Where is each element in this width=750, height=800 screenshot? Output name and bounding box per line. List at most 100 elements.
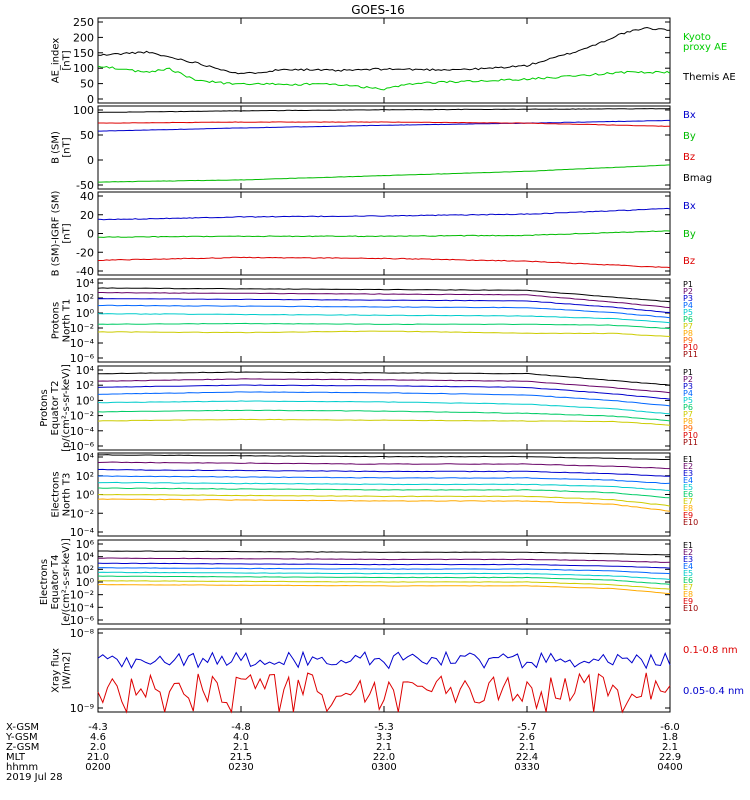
y-tick-label: -50 (76, 179, 94, 192)
series-group (97, 207, 671, 269)
y-tick-label: 100 (73, 62, 94, 75)
x-row-label: Y-GSM (5, 732, 38, 743)
y-tick-label: 50 (80, 129, 94, 142)
legend-e7: E7 (683, 497, 693, 506)
x-tick-zgsm: 2.1 (519, 742, 535, 753)
y-tick-label: 200 (73, 31, 94, 44)
legend-p4: P4 (683, 301, 693, 310)
y-tick-label: 10⁻² (70, 322, 94, 335)
y-axis-label: Protons (39, 389, 50, 426)
series-p4 (97, 391, 671, 407)
y-tick-label: 0 (87, 93, 94, 106)
y-axis-label: [e/(cm²-s-sr-keV)] (61, 538, 72, 626)
legend-p3: P3 (683, 382, 693, 391)
x-row-label: 2019 Jul 28 (6, 772, 63, 783)
legend-bz: Bz (683, 256, 695, 267)
x-row-label: MLT (6, 752, 26, 763)
series-xray-short (97, 650, 671, 670)
legend-p2: P2 (683, 375, 693, 384)
legend-p6: P6 (683, 403, 693, 412)
series-p7 (97, 418, 671, 426)
legend-e10: E10 (683, 518, 698, 527)
x-tick-xgsm: -5.3 (374, 722, 394, 733)
legend-e1: E1 (683, 455, 693, 464)
legend-by: By (683, 229, 696, 240)
legend-p11: P11 (683, 438, 698, 447)
y-tick-label: 10⁻² (70, 410, 94, 423)
y-axis-label: AE_index (51, 38, 62, 84)
legend-e5: E5 (683, 483, 693, 492)
series-group (97, 550, 671, 595)
y-axis-label: North T3 (62, 473, 73, 517)
y-tick-label: 10⁴ (76, 451, 95, 464)
legend-p1: P1 (683, 280, 693, 289)
x-tick-xgsm: -5.7 (517, 722, 537, 733)
x-tick-ygsm: 1.8 (662, 732, 678, 743)
y-tick-label: 10⁶ (76, 538, 95, 551)
y-tick-label: 10⁻² (70, 507, 94, 520)
x-tick-hhmm: 0330 (514, 762, 539, 773)
series-p2 (98, 291, 671, 309)
y-tick-label: 50 (80, 78, 94, 91)
x-tick-hhmm: 0300 (371, 762, 396, 773)
legend-p10: P10 (683, 343, 698, 352)
x-tick-mlt: 22.4 (516, 752, 538, 763)
series-e6 (97, 487, 671, 499)
panel-3: 40 20 0 -20 -40 B (SM)-IGRF (SM) [nT] Bx By Bz (51, 190, 696, 278)
series-group (98, 108, 671, 183)
series-by (98, 230, 671, 238)
legend-bx: Bx (683, 110, 696, 121)
series-themis-ae (97, 26, 671, 75)
legend-p7: P7 (683, 322, 693, 331)
legend-e9: E9 (683, 511, 693, 520)
series-p6 (97, 322, 671, 330)
x-tick-hhmm: 0200 (85, 762, 110, 773)
legend-p2: P2 (683, 287, 693, 296)
legend-themis-ae: Themis AE (682, 72, 736, 83)
legend-e2: E2 (683, 548, 693, 557)
y-tick-label: 10⁴ (76, 277, 95, 290)
series-e7 (97, 580, 671, 590)
y-tick-label: 10⁻⁹ (70, 702, 94, 715)
y-tick-label: 10⁴ (76, 551, 95, 564)
series-e8 (97, 498, 671, 512)
y-tick-label: 10⁻⁴ (70, 425, 95, 438)
legend-e7: E7 (683, 583, 693, 592)
y-axis-label: [nT] (62, 50, 73, 70)
legend-bmag: Bmag (683, 173, 712, 184)
x-row-label: Z-GSM (6, 742, 39, 753)
series-e8 (97, 583, 671, 595)
x-tick-mlt: 21.5 (230, 752, 252, 763)
legend-e3: E3 (683, 469, 693, 478)
x-tick-xgsm: -4.8 (231, 722, 251, 733)
x-tick-mlt: 21.0 (87, 752, 109, 763)
x-tick-zgsm: 2.0 (90, 742, 106, 753)
legend-p1: P1 (683, 368, 693, 377)
y-axis-label: Electrons (39, 559, 50, 605)
legend-p5: P5 (683, 308, 693, 317)
y-tick-label: 10² (76, 563, 94, 576)
x-tick-zgsm: 2.1 (662, 742, 678, 753)
legend-e1: E1 (683, 541, 693, 550)
x-tick-ygsm: 4.0 (233, 732, 249, 743)
y-axis-label: Xray flux (51, 648, 62, 693)
legend-p4: P4 (683, 389, 693, 398)
x-tick-xgsm: -4.3 (88, 722, 108, 733)
panel-5: 10⁴ 10² 10⁰ 10⁻² 10⁻⁴ 10⁻⁶ Protons Equator T2 [p… (39, 364, 698, 453)
legend-e8: E8 (683, 504, 693, 513)
legend-p5: P5 (683, 396, 693, 405)
legend-0-1-0-8-nm: 0.1-0.8 nm (683, 645, 738, 656)
y-axis-label: Protons (51, 302, 62, 339)
series-e4 (97, 475, 671, 485)
legend-e6: E6 (683, 576, 693, 585)
x-tick-ygsm: 2.6 (519, 732, 535, 743)
legend-e6: E6 (683, 490, 693, 499)
y-tick-label: 250 (73, 16, 94, 29)
x-tick-zgsm: 2.1 (233, 742, 249, 753)
x-tick-mlt: 22.0 (373, 752, 395, 763)
x-tick-xgsm: -6.0 (660, 722, 680, 733)
panel-8: 10⁻⁸ 10⁻⁹ Xray flux [W/m2] 0.1-0.8 nm 0.05-0.… (51, 627, 745, 715)
series-p3 (97, 384, 671, 400)
